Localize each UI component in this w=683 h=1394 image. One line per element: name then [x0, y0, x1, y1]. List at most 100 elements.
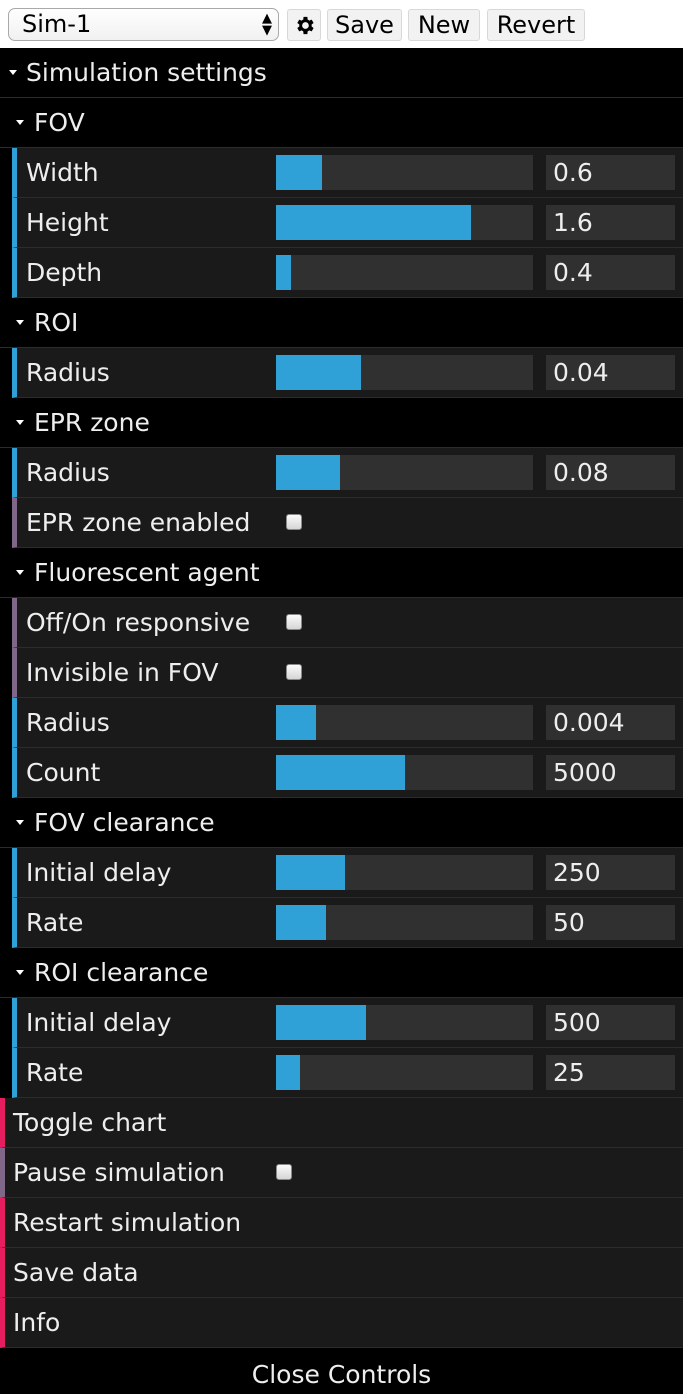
pause-simulation-checkbox[interactable] — [276, 1164, 292, 1180]
number-input[interactable]: 50 — [546, 905, 675, 940]
control-pause-simulation: Pause simulation — [0, 1148, 683, 1198]
folder-title-label: ROI clearance — [34, 958, 209, 987]
slider-track[interactable] — [276, 905, 533, 940]
control-label: Depth — [26, 258, 103, 287]
control-fov-height: Height 1.6 — [12, 198, 683, 248]
save-button[interactable]: Save — [327, 9, 402, 41]
slider-track[interactable] — [276, 455, 533, 490]
slider-fill — [276, 355, 361, 390]
number-input[interactable]: 0.08 — [546, 455, 675, 490]
caret-down-icon — [16, 570, 24, 575]
folder-title-epr-zone[interactable]: EPR zone — [0, 398, 683, 448]
controls-panel: Simulation settings FOV Width 0.6 Height… — [0, 48, 683, 1348]
slider-fill — [276, 855, 346, 890]
caret-down-icon — [16, 970, 24, 975]
select-arrows-icon: ▲ ▼ — [262, 10, 272, 38]
save-data-button[interactable]: Save data — [0, 1248, 683, 1298]
restart-simulation-button[interactable]: Restart simulation — [0, 1198, 683, 1248]
control-label: Count — [26, 758, 101, 787]
preset-select[interactable]: Sim-1 ▲ ▼ — [8, 8, 279, 41]
folder-title-roi[interactable]: ROI — [0, 298, 683, 348]
epr-zone-enabled-checkbox[interactable] — [286, 514, 302, 530]
control-fov-rate: Rate 50 — [12, 898, 683, 948]
folder-title-label: FOV — [34, 108, 85, 137]
control-invisible-in-fov: Invisible in FOV — [12, 648, 683, 698]
invisible-in-fov-checkbox[interactable] — [286, 664, 302, 680]
slider-track[interactable] — [276, 1055, 533, 1090]
number-input[interactable]: 0.04 — [546, 355, 675, 390]
caret-down-icon — [9, 70, 17, 75]
slider-fill — [276, 1005, 366, 1040]
control-epr-zone-enabled: EPR zone enabled — [12, 498, 683, 548]
control-roi-initial-delay: Initial delay 500 — [12, 998, 683, 1048]
number-input[interactable]: 5000 — [546, 755, 675, 790]
number-input[interactable]: 500 — [546, 1005, 675, 1040]
control-label: Initial delay — [26, 1008, 172, 1037]
number-input[interactable]: 25 — [546, 1055, 675, 1090]
toggle-chart-button[interactable]: Toggle chart — [0, 1098, 683, 1148]
preset-select-value: Sim-1 — [22, 10, 92, 38]
folder-title-label: EPR zone — [34, 408, 150, 437]
number-input[interactable]: 0.4 — [546, 255, 675, 290]
folder-title-label: Fluorescent agent — [34, 558, 260, 587]
caret-down-icon — [16, 820, 24, 825]
slider-fill — [276, 755, 405, 790]
slider-track[interactable] — [276, 755, 533, 790]
number-input[interactable]: 0.6 — [546, 155, 675, 190]
slider-fill — [276, 1055, 301, 1090]
folder-title-label: Simulation settings — [26, 58, 267, 87]
control-fov-depth: Depth 0.4 — [12, 248, 683, 298]
control-label: Width — [26, 158, 99, 187]
gear-button[interactable] — [287, 9, 321, 41]
slider-fill — [276, 705, 316, 740]
slider-track[interactable] — [276, 205, 533, 240]
folder-title-simulation-settings[interactable]: Simulation settings — [0, 48, 683, 98]
off-on-responsive-checkbox[interactable] — [286, 614, 302, 630]
close-controls-button[interactable]: Close Controls — [0, 1356, 683, 1394]
slider-fill — [276, 205, 472, 240]
control-off-on-responsive: Off/On responsive — [12, 598, 683, 648]
control-label: Radius — [26, 358, 110, 387]
number-input[interactable]: 0.004 — [546, 705, 675, 740]
preset-toolbar: Sim-1 ▲ ▼ Save New Revert — [0, 0, 683, 48]
new-button[interactable]: New — [408, 9, 480, 41]
slider-fill — [276, 455, 341, 490]
slider-track[interactable] — [276, 1005, 533, 1040]
control-label: Toggle chart — [13, 1108, 167, 1137]
slider-track[interactable] — [276, 355, 533, 390]
folder-title-label: FOV clearance — [34, 808, 215, 837]
slider-fill — [276, 905, 327, 940]
revert-button[interactable]: Revert — [487, 9, 585, 41]
slider-track[interactable] — [276, 155, 533, 190]
control-roi-radius: Radius 0.04 — [12, 348, 683, 398]
caret-down-icon — [16, 320, 24, 325]
control-agent-count: Count 5000 — [12, 748, 683, 798]
folder-title-fov[interactable]: FOV — [0, 98, 683, 148]
control-roi-rate: Rate 25 — [12, 1048, 683, 1098]
control-label: Rate — [26, 1058, 84, 1087]
slider-track[interactable] — [276, 705, 533, 740]
control-label: Initial delay — [26, 858, 172, 887]
info-button[interactable]: Info — [0, 1298, 683, 1348]
folder-title-fov-clearance[interactable]: FOV clearance — [0, 798, 683, 848]
control-epr-radius: Radius 0.08 — [12, 448, 683, 498]
control-fov-width: Width 0.6 — [12, 148, 683, 198]
folder-title-fluorescent-agent[interactable]: Fluorescent agent — [0, 548, 683, 598]
control-label: Rate — [26, 908, 84, 937]
control-label: EPR zone enabled — [26, 508, 251, 537]
caret-down-icon — [16, 120, 24, 125]
folder-title-label: ROI — [34, 308, 79, 337]
folder-title-roi-clearance[interactable]: ROI clearance — [0, 948, 683, 998]
slider-track[interactable] — [276, 255, 533, 290]
number-input[interactable]: 250 — [546, 855, 675, 890]
control-label: Invisible in FOV — [26, 658, 219, 687]
control-label: Save data — [13, 1258, 139, 1287]
control-label: Radius — [26, 708, 110, 737]
slider-track[interactable] — [276, 855, 533, 890]
control-label: Height — [26, 208, 109, 237]
gear-icon — [297, 16, 314, 35]
control-agent-radius: Radius 0.004 — [12, 698, 683, 748]
caret-down-icon — [16, 420, 24, 425]
number-input[interactable]: 1.6 — [546, 205, 675, 240]
control-label: Info — [13, 1308, 61, 1337]
